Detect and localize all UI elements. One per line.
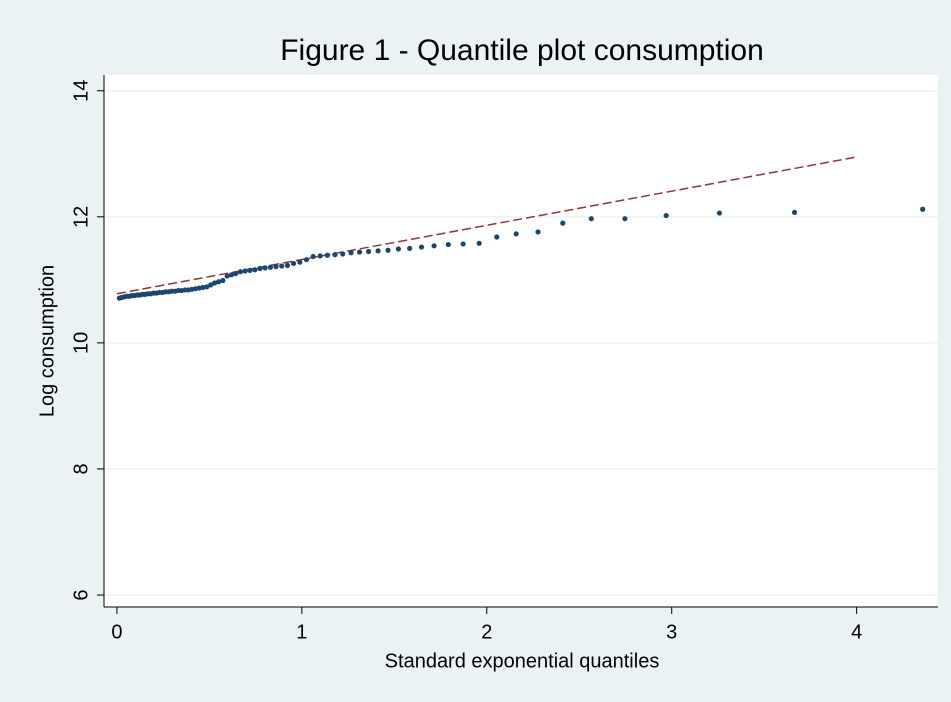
x-tick-label: 1: [296, 621, 307, 643]
point: [303, 257, 310, 263]
point: [257, 265, 263, 272]
point: [366, 248, 372, 255]
point: [476, 240, 482, 246]
point: [340, 251, 346, 257]
x-tick-label: 0: [111, 621, 122, 643]
point: [324, 252, 330, 258]
point: [588, 216, 594, 222]
point: [252, 267, 258, 273]
point: [290, 260, 297, 267]
y-tick-label: 14: [70, 80, 92, 102]
x-axis-label: Standard exponential quantiles: [385, 650, 660, 672]
point: [262, 265, 268, 271]
chart-title: Figure 1 - Quantile plot consumption: [280, 34, 764, 67]
x-tick-label: 3: [666, 621, 677, 643]
point: [622, 216, 628, 222]
point: [211, 280, 218, 286]
point: [716, 210, 723, 216]
point: [663, 212, 669, 219]
plot-area: [104, 75, 938, 607]
point: [494, 234, 500, 240]
point: [920, 206, 926, 212]
point: [224, 273, 230, 279]
point: [208, 282, 214, 288]
point: [348, 250, 354, 256]
point: [418, 244, 425, 250]
point: [279, 263, 285, 269]
y-tick-label: 10: [70, 332, 92, 354]
point: [513, 231, 519, 237]
point: [200, 284, 206, 291]
point: [460, 241, 466, 247]
point: [297, 259, 303, 265]
point: [375, 248, 381, 254]
x-tick-label: 2: [481, 621, 492, 643]
y-axis-label: Log consumption: [36, 265, 58, 417]
grid: [104, 90, 938, 596]
point: [273, 264, 279, 270]
point: [407, 245, 413, 251]
y-tick-label: 6: [70, 589, 92, 600]
point: [310, 253, 316, 260]
point: [247, 267, 253, 274]
point: [228, 272, 235, 278]
point: [791, 209, 798, 216]
marks: [116, 156, 926, 301]
point: [535, 229, 541, 235]
point: [431, 243, 437, 249]
point: [332, 252, 338, 258]
point: [237, 269, 244, 275]
point: [233, 270, 239, 277]
y-tick-label: 8: [70, 463, 92, 474]
point: [385, 247, 391, 253]
point: [395, 246, 401, 252]
point: [216, 279, 222, 285]
point: [220, 277, 226, 284]
x-tick-label: 4: [851, 621, 862, 643]
point: [560, 220, 566, 226]
point: [317, 253, 323, 259]
point: [204, 284, 210, 290]
point: [445, 241, 451, 248]
y-tick-label: 12: [70, 206, 92, 228]
point: [284, 262, 291, 268]
point: [267, 264, 274, 270]
point: [242, 268, 248, 274]
point: [356, 249, 363, 255]
